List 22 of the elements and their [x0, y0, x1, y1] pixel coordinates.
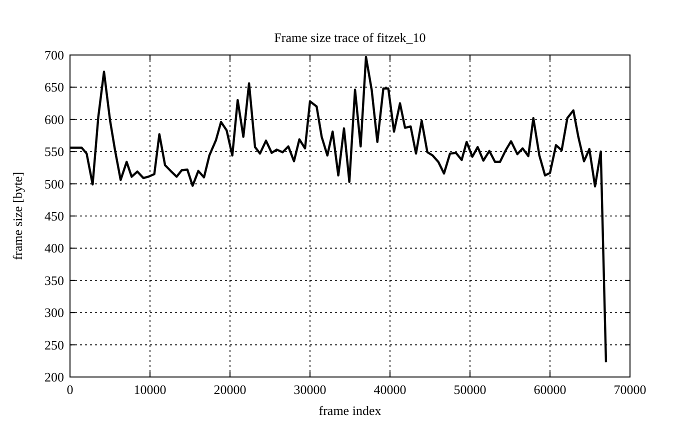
y-tick-label: 300: [44, 305, 64, 320]
y-tick-label: 250: [44, 337, 64, 352]
x-axis-title: frame index: [318, 403, 382, 418]
x-tick-label: 0: [66, 382, 74, 397]
x-tick-label: 30000: [294, 382, 326, 397]
y-tick-label: 400: [44, 240, 64, 256]
y-tick-label: 550: [44, 144, 64, 160]
y-axis-title: frame size [byte]: [10, 172, 25, 260]
x-tick-label: 70000: [614, 382, 646, 397]
y-tick-label: 650: [44, 80, 64, 95]
x-tick-label: 50000: [454, 382, 486, 397]
y-tick-label: 350: [44, 272, 64, 288]
chart-title: Frame size trace of fitzek_10: [274, 30, 426, 45]
y-tick-label: 200: [44, 370, 64, 384]
y-tick-label: 700: [44, 48, 64, 62]
y-tick-label: 600: [44, 112, 64, 127]
x-tick-label: 40000: [374, 382, 406, 397]
x-tick-label: 20000: [214, 382, 246, 397]
x-tick-label: 10000: [134, 382, 166, 397]
y-tick-label: 450: [44, 208, 64, 224]
y-tick-label: 500: [44, 176, 64, 192]
x-tick-label: 60000: [534, 382, 566, 397]
